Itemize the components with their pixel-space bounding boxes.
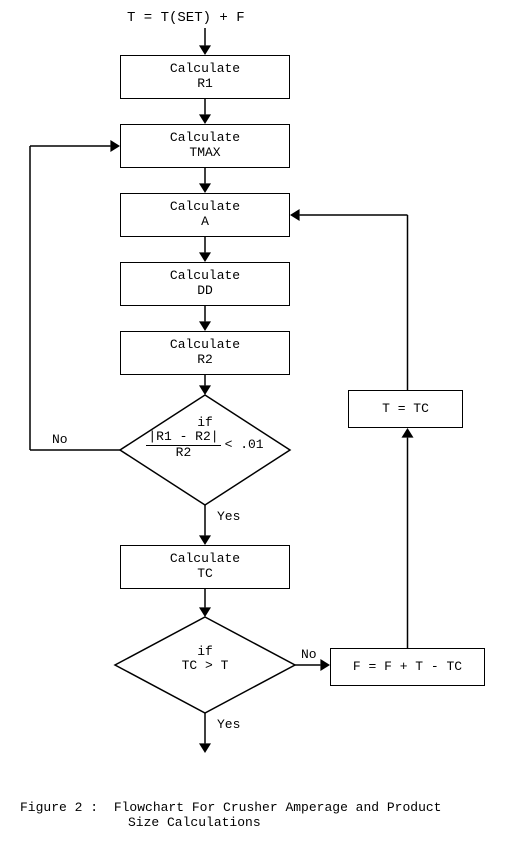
d1-numerator: |R1 - R2| xyxy=(146,430,220,445)
figure-caption: Figure 2 : Flowchart For Crusher Amperag… xyxy=(20,800,500,830)
caption-line2: Size Calculations xyxy=(128,815,261,830)
process-box-tc: Calculate TC xyxy=(120,545,290,589)
box-value: R2 xyxy=(197,353,213,368)
box-label: Calculate xyxy=(170,338,240,353)
box-value: TC xyxy=(197,567,213,582)
caption-line1: Flowchart For Crusher Amperage and Produ… xyxy=(114,800,442,815)
box-label: Calculate xyxy=(170,131,240,146)
box-value: R1 xyxy=(197,77,213,92)
d2-expression: TC > T xyxy=(135,659,275,673)
process-box-tmax: Calculate TMAX xyxy=(120,124,290,168)
decision-2-condition: if TC > T xyxy=(135,645,275,674)
d2-no-label: No xyxy=(301,647,317,662)
box-value: A xyxy=(201,215,209,230)
caption-prefix: Figure 2 : xyxy=(20,800,98,815)
if-keyword: if xyxy=(135,645,275,659)
process-box-r2: Calculate R2 xyxy=(120,331,290,375)
flowchart-canvas: T = T(SET) + F Calculate R1 Calculate TM… xyxy=(0,0,514,851)
box-label: Calculate xyxy=(170,62,240,77)
process-box-t-eq-tc: T = TC xyxy=(348,390,463,428)
box-label: Calculate xyxy=(170,552,240,567)
d1-denominator: R2 xyxy=(176,445,192,460)
box-value: DD xyxy=(197,284,213,299)
box-label: Calculate xyxy=(170,200,240,215)
process-box-r1: Calculate R1 xyxy=(120,55,290,99)
d1-comparator: < .01 xyxy=(225,438,264,452)
box-value: TMAX xyxy=(189,146,220,161)
box-value: F = F + T - TC xyxy=(353,660,462,675)
process-box-a: Calculate A xyxy=(120,193,290,237)
process-box-dd: Calculate DD xyxy=(120,262,290,306)
box-label: Calculate xyxy=(170,269,240,284)
process-box-f-update: F = F + T - TC xyxy=(330,648,485,686)
d2-yes-label: Yes xyxy=(217,717,240,732)
d1-yes-label: Yes xyxy=(217,509,240,524)
decision-1-condition: if |R1 - R2| R2 < .01 xyxy=(135,416,275,460)
if-keyword: if xyxy=(135,416,275,430)
d1-no-label: No xyxy=(52,432,68,447)
box-value: T = TC xyxy=(382,402,429,417)
start-expression: T = T(SET) + F xyxy=(127,10,245,26)
